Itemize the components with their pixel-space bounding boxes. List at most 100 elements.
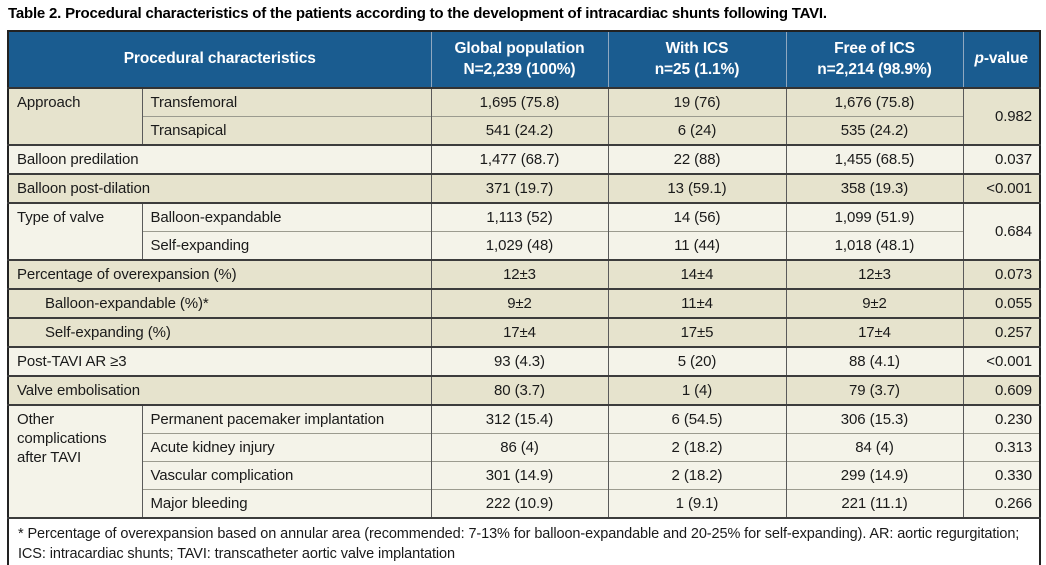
cell-ics: 13 (59.1)	[607, 173, 786, 203]
cell-label: Self-expanding	[141, 231, 431, 260]
cell-global: 371 (19.7)	[430, 173, 608, 203]
cell-free: 1,676 (75.8)	[785, 87, 963, 117]
table-row-major-bleeding: Major bleeding 222 (10.9) 1 (9.1) 221 (1…	[8, 489, 1040, 518]
cell-p-value: 0.037	[962, 144, 1040, 174]
cell-ics: 6 (24)	[607, 116, 786, 145]
table-row-vascular-complication: Vascular complication 301 (14.9) 2 (18.2…	[8, 461, 1040, 490]
cell-global: 1,113 (52)	[430, 202, 608, 232]
table-footnote-row: * Percentage of overexpansion based on a…	[7, 517, 1040, 565]
cell-free: 9±2	[785, 288, 963, 318]
cell-free: 1,099 (51.9)	[785, 202, 963, 232]
cell-label: Balloon-expandable	[141, 202, 431, 232]
header-global-line2: N=2,239 (100%)	[463, 60, 576, 78]
cell-ics: 1 (4)	[607, 375, 786, 405]
cell-p-value: 0.073	[962, 259, 1040, 289]
cell-p-value: 0.055	[962, 288, 1040, 318]
cell-p-value: 0.313	[962, 433, 1040, 462]
table-row-valve-embolisation: Valve embolisation 80 (3.7) 1 (4) 79 (3.…	[7, 375, 1040, 405]
cell-free: 79 (3.7)	[785, 375, 963, 405]
cell-group-type-of-valve: Type of valve	[7, 202, 142, 260]
cell-free: 17±4	[785, 317, 963, 347]
cell-free: 84 (4)	[785, 433, 963, 462]
cell-p-value: 0.609	[962, 375, 1040, 405]
cell-free: 358 (19.3)	[785, 173, 963, 203]
header-free-line2: n=2,214 (98.9%)	[817, 60, 932, 78]
cell-label: Vascular complication	[141, 461, 431, 490]
header-p-value: p-value	[962, 30, 1041, 89]
cell-global: 80 (3.7)	[430, 375, 608, 405]
cell-label: Valve embolisation	[7, 375, 431, 405]
cell-ics: 14 (56)	[607, 202, 786, 232]
cell-ics: 14±4	[607, 259, 786, 289]
cell-free: 12±3	[785, 259, 963, 289]
cell-ics: 6 (54.5)	[607, 404, 786, 434]
cell-label: Post-TAVI AR ≥3	[7, 346, 431, 376]
table-row-balloon-expandable-pct: Balloon-expandable (%)* 9±2 11±4 9±2 0.0…	[7, 288, 1040, 318]
table-row-post-tavi-ar: Post-TAVI AR ≥3 93 (4.3) 5 (20) 88 (4.1)…	[7, 346, 1040, 376]
cell-p-value: 0.684	[962, 202, 1040, 260]
cell-ics: 5 (20)	[607, 346, 786, 376]
cell-p-value: <0.001	[962, 173, 1040, 203]
cell-group-other-complications: Other complications after TAVI	[7, 404, 142, 518]
cell-global: 17±4	[430, 317, 608, 347]
header-p-rest: -value	[983, 50, 1029, 68]
cell-p-value: 0.266	[962, 489, 1040, 518]
header-global-population: Global population N=2,239 (100%)	[430, 30, 609, 89]
procedural-characteristics-table: Procedural characteristics Global popula…	[7, 30, 1041, 565]
cell-p-value: <0.001	[962, 346, 1040, 376]
cell-free: 88 (4.1)	[785, 346, 963, 376]
cell-ics: 2 (18.2)	[607, 433, 786, 462]
cell-p-value: 0.230	[962, 404, 1040, 434]
cell-ics: 11 (44)	[607, 231, 786, 260]
table-row-balloon-post-dilation: Balloon post-dilation 371 (19.7) 13 (59.…	[7, 173, 1040, 203]
cell-label: Balloon predilation	[7, 144, 431, 174]
cell-ics: 22 (88)	[607, 144, 786, 174]
cell-label: Self-expanding (%)	[7, 317, 431, 347]
header-free-of-ics: Free of ICS n=2,214 (98.9%)	[785, 30, 964, 89]
cell-p-value: 0.257	[962, 317, 1040, 347]
cell-free: 299 (14.9)	[785, 461, 963, 490]
cell-global: 301 (14.9)	[430, 461, 608, 490]
cell-global: 86 (4)	[430, 433, 608, 462]
cell-free: 1,018 (48.1)	[785, 231, 963, 260]
header-ics-line1: With ICS	[665, 39, 729, 57]
cell-ics: 1 (9.1)	[607, 489, 786, 518]
cell-label: Transfemoral	[141, 87, 431, 117]
cell-label: Permanent pacemaker implantation	[141, 404, 431, 434]
cell-free: 306 (15.3)	[785, 404, 963, 434]
header-row: Procedural characteristics Global popula…	[7, 30, 1041, 89]
cell-free: 221 (11.1)	[785, 489, 963, 518]
header-p-italic: p	[974, 50, 984, 68]
cell-ics: 17±5	[607, 317, 786, 347]
cell-global: 9±2	[430, 288, 608, 318]
cell-global: 1,695 (75.8)	[430, 87, 608, 117]
table-footnote: * Percentage of overexpansion based on a…	[7, 517, 1040, 565]
table-row-transapical: Transapical 541 (24.2) 6 (24) 535 (24.2)	[8, 116, 1040, 145]
cell-ics: 19 (76)	[607, 87, 786, 117]
cell-group-approach: Approach	[7, 87, 142, 145]
table-row-balloon-predilation: Balloon predilation 1,477 (68.7) 22 (88)…	[7, 144, 1040, 174]
cell-global: 93 (4.3)	[430, 346, 608, 376]
cell-ics: 2 (18.2)	[607, 461, 786, 490]
cell-label: Percentage of overexpansion (%)	[7, 259, 431, 289]
cell-label: Balloon post-dilation	[7, 173, 431, 203]
cell-global: 222 (10.9)	[430, 489, 608, 518]
cell-label: Major bleeding	[141, 489, 431, 518]
cell-free: 535 (24.2)	[785, 116, 963, 145]
cell-global: 541 (24.2)	[430, 116, 608, 145]
table-title: Table 2. Procedural characteristics of t…	[8, 5, 827, 22]
table-row-pacemaker-implantation: Other complications after TAVI Permanent…	[7, 404, 1040, 518]
header-with-ics: With ICS n=25 (1.1%)	[607, 30, 787, 89]
cell-global: 12±3	[430, 259, 608, 289]
header-global-line1: Global population	[454, 39, 585, 57]
table-row-transfemoral: Approach Transfemoral 1,695 (75.8) 19 (7…	[7, 87, 1040, 145]
header-procedural-characteristics: Procedural characteristics	[7, 30, 432, 89]
cell-label: Transapical	[141, 116, 431, 145]
cell-global: 312 (15.4)	[430, 404, 608, 434]
cell-global: 1,477 (68.7)	[430, 144, 608, 174]
header-ics-line2: n=25 (1.1%)	[654, 60, 740, 78]
table-row-balloon-expandable: Type of valve Balloon-expandable 1,113 (…	[7, 202, 1040, 260]
cell-p-value: 0.330	[962, 461, 1040, 490]
table-row-percentage-overexpansion: Percentage of overexpansion (%) 12±3 14±…	[7, 259, 1040, 289]
